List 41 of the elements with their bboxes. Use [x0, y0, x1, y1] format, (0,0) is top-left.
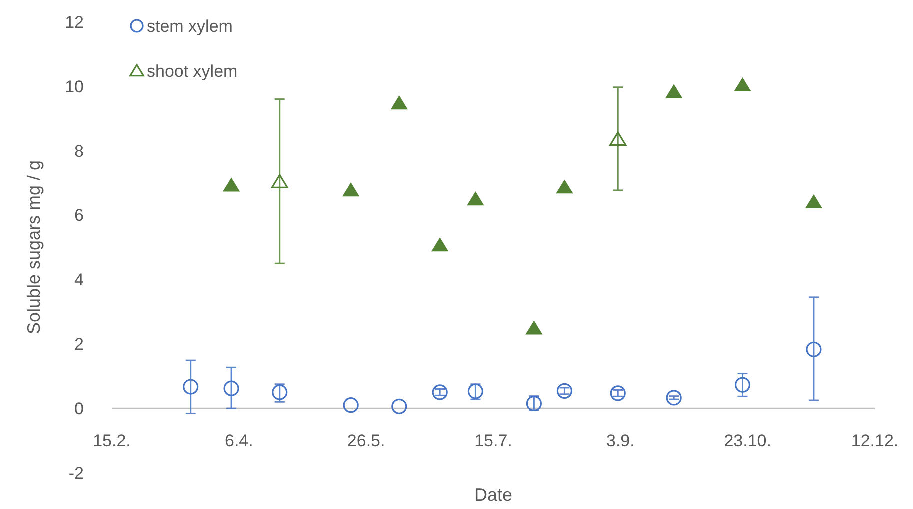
x-tick-label: 12.12.: [851, 432, 899, 451]
point: [610, 132, 627, 146]
x-axis-title: Date: [474, 485, 513, 505]
y-tick-label: 2: [74, 335, 84, 354]
point: [183, 379, 199, 395]
point: [342, 182, 360, 197]
y-tick-label: -2: [68, 464, 84, 483]
point: [666, 84, 682, 98]
x-tick-label: 3.9.: [606, 432, 635, 451]
point: [391, 96, 408, 110]
y-tick-label: 6: [74, 206, 84, 226]
y-tick-label: 12: [65, 12, 84, 32]
x-tick-label: 15.7.: [474, 432, 512, 451]
point: [556, 180, 573, 194]
y-tick-label: 0: [74, 400, 84, 419]
point: [432, 238, 448, 252]
point: [392, 398, 408, 414]
legend-label: shoot xylem: [147, 62, 238, 81]
point: [224, 380, 240, 396]
point: [432, 384, 448, 400]
point: [343, 398, 359, 414]
x-tick-label: 6.4.: [224, 432, 254, 451]
y-tick-label: 4: [74, 270, 84, 290]
point: [467, 192, 484, 206]
point: [526, 321, 542, 335]
point: [556, 383, 573, 399]
x-tick-label: 26.5.: [347, 432, 386, 451]
y-tick-label: 10: [65, 77, 84, 96]
point: [223, 178, 240, 192]
point: [666, 390, 682, 406]
point: [271, 174, 288, 189]
x-tick-label: 15.2.: [93, 432, 131, 451]
y-axis-title: Soluble sugars mg / g: [24, 160, 44, 335]
y-tick-label: 8: [74, 142, 84, 161]
point: [806, 342, 822, 358]
point: [610, 386, 626, 402]
legend-label: stem xylem: [147, 16, 233, 36]
point: [734, 377, 751, 393]
point: [734, 78, 751, 92]
point: [806, 194, 822, 208]
x-tick-label: 23.10.: [724, 432, 772, 451]
